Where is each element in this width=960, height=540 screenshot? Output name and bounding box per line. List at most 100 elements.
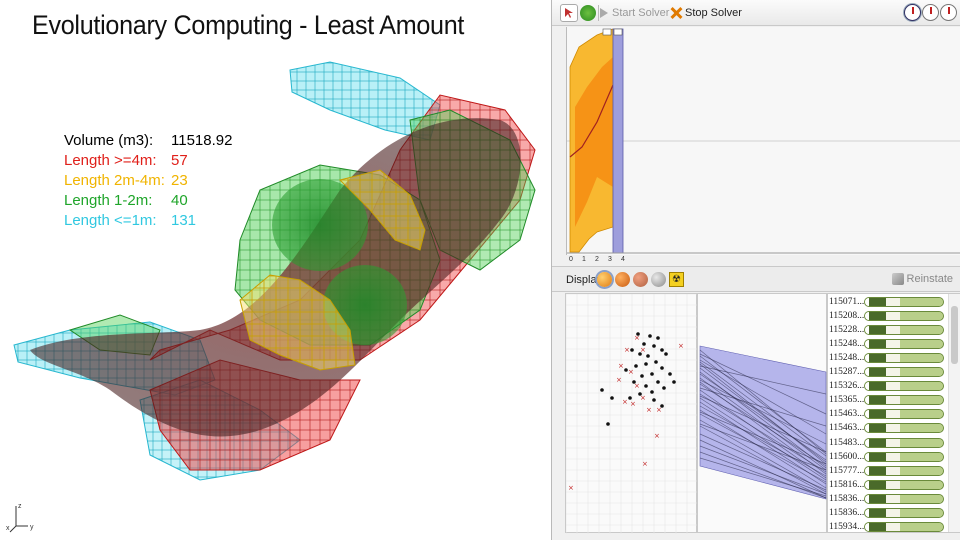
genome-dot[interactable] — [638, 352, 642, 356]
genome-id: 115248... — [829, 339, 864, 350]
toolbar-divider — [598, 5, 599, 21]
genome-list-item[interactable]: 115463... — [828, 421, 946, 435]
genome-dot[interactable] — [610, 396, 614, 400]
genome-dot[interactable] — [644, 384, 648, 388]
rhino-viewport[interactable]: Evolutionary Computing - Least Amount Vo… — [0, 0, 550, 540]
genome-list-item[interactable]: 115365... — [828, 393, 946, 407]
voxel-shape — [13, 61, 536, 481]
genome-gene-bar — [864, 409, 944, 420]
genome-list-item[interactable]: 115208... — [828, 309, 946, 323]
genome-cross[interactable]: × — [640, 394, 646, 402]
genome-list[interactable]: 115071... 115208... 115228... 115248... 1152… — [827, 293, 960, 533]
genome-list-item[interactable]: 115248... — [828, 337, 946, 351]
genome-list-item[interactable]: 115816... — [828, 478, 946, 492]
genome-dot[interactable] — [640, 374, 644, 378]
genome-dot[interactable] — [632, 380, 636, 384]
genome-dot[interactable] — [638, 392, 642, 396]
radiation-icon[interactable]: ☢ — [669, 272, 684, 287]
genome-dot[interactable] — [664, 352, 668, 356]
solver-toolbar: Start Solver ▾ Stop Solver — [552, 0, 960, 26]
stat-length-2m-4m: Length 2m-4m: 23 — [64, 171, 232, 191]
genome-cross[interactable]: × — [678, 342, 684, 350]
refresh-button[interactable] — [580, 3, 596, 23]
genome-list-item[interactable]: 115777... — [828, 464, 946, 478]
genome-dot[interactable] — [648, 334, 652, 338]
genome-list-item[interactable]: 115934... — [828, 520, 946, 532]
genome-cross[interactable]: × — [628, 368, 634, 376]
genome-list-item[interactable]: 115463... — [828, 407, 946, 421]
genome-cross[interactable]: × — [618, 362, 624, 370]
genome-dot[interactable] — [600, 388, 604, 392]
stat-label: Length <=1m: — [64, 212, 157, 229]
genome-dot[interactable] — [656, 336, 660, 340]
genome-dot[interactable] — [624, 368, 628, 372]
genome-dot[interactable] — [672, 380, 676, 384]
genome-dot[interactable] — [652, 344, 656, 348]
scroll-thumb[interactable] — [951, 306, 958, 364]
genome-list-item[interactable]: 115836... — [828, 492, 946, 506]
genome-dot[interactable] — [628, 396, 632, 400]
genome-dot[interactable] — [634, 364, 638, 368]
genome-dot[interactable] — [646, 354, 650, 358]
genome-gene-bar — [864, 325, 944, 336]
genome-id: 115600... — [829, 451, 864, 462]
genome-list-item[interactable]: 115248... — [828, 351, 946, 365]
display-mode-2-button[interactable] — [615, 272, 630, 287]
genome-cross[interactable]: × — [630, 400, 636, 408]
refresh-icon — [580, 5, 596, 21]
genome-dot[interactable] — [650, 372, 654, 376]
start-solver-button[interactable]: Start Solver ▾ — [600, 3, 677, 23]
genome-list-item[interactable]: 115836... — [828, 506, 946, 520]
display-mode-4-button[interactable] — [651, 272, 666, 287]
stat-length-1-2m: Length 1-2m: 40 — [64, 191, 232, 211]
reinstate-button[interactable]: Reinstate — [891, 273, 953, 285]
genome-cross[interactable]: × — [640, 346, 646, 354]
axis-z-label: z — [18, 503, 22, 510]
genome-cross[interactable]: × — [634, 382, 640, 390]
speed-gauge-slow-icon[interactable] — [904, 4, 921, 21]
pointer-tool-button[interactable] — [560, 3, 578, 23]
display-mode-3-button[interactable] — [633, 272, 648, 287]
genome-map[interactable]: × × × × × × × × × × × × × × × × — [565, 293, 698, 534]
genome-dot[interactable] — [650, 390, 654, 394]
genome-list-item[interactable]: 115287... — [828, 365, 946, 379]
genome-cross[interactable]: × — [646, 406, 652, 414]
genome-dot[interactable] — [656, 380, 660, 384]
genome-cross[interactable]: × — [634, 334, 640, 342]
genome-dot[interactable] — [660, 366, 664, 370]
genome-list-item[interactable]: 115483... — [828, 436, 946, 450]
genome-list-item[interactable]: 115071... — [828, 295, 946, 309]
display-mode-1-button[interactable] — [597, 272, 612, 287]
list-scrollbar[interactable] — [948, 294, 960, 532]
fitness-graph — [566, 27, 960, 255]
genome-dot[interactable] — [654, 360, 658, 364]
genome-dot[interactable] — [662, 386, 666, 390]
genome-list-item[interactable]: 115326... — [828, 379, 946, 393]
stat-length-4m-plus: Length >=4m: 57 — [64, 151, 232, 171]
genome-dot[interactable] — [642, 342, 646, 346]
genome-cross[interactable]: × — [622, 398, 628, 406]
genome-list-item[interactable]: 115600... — [828, 450, 946, 464]
genome-dot[interactable] — [606, 422, 610, 426]
genome-cross[interactable]: × — [656, 406, 662, 414]
genome-dot[interactable] — [660, 348, 664, 352]
genome-cross[interactable]: × — [568, 484, 574, 492]
speed-gauge-medium-icon[interactable] — [922, 4, 939, 21]
genome-parallel-view[interactable] — [697, 293, 827, 533]
genome-dot[interactable] — [660, 404, 664, 408]
speed-gauge-fast-icon[interactable] — [940, 4, 957, 21]
genome-cross[interactable]: × — [642, 460, 648, 468]
stop-solver-button[interactable]: Stop Solver — [670, 3, 742, 23]
start-solver-label: Start Solver — [612, 7, 670, 19]
genome-list-item[interactable]: 115228... — [828, 323, 946, 337]
display-bar: Display ☢ Reinstate — [552, 266, 960, 292]
genome-dot[interactable] — [652, 398, 656, 402]
genome-gene-bar — [864, 521, 944, 532]
genome-dot[interactable] — [644, 362, 648, 366]
genome-dot[interactable] — [636, 332, 640, 336]
genome-cross[interactable]: × — [654, 432, 660, 440]
genome-dot[interactable] — [668, 372, 672, 376]
genome-cross[interactable]: × — [616, 376, 622, 384]
genome-dot[interactable] — [630, 348, 634, 352]
genome-cross[interactable]: × — [624, 346, 630, 354]
